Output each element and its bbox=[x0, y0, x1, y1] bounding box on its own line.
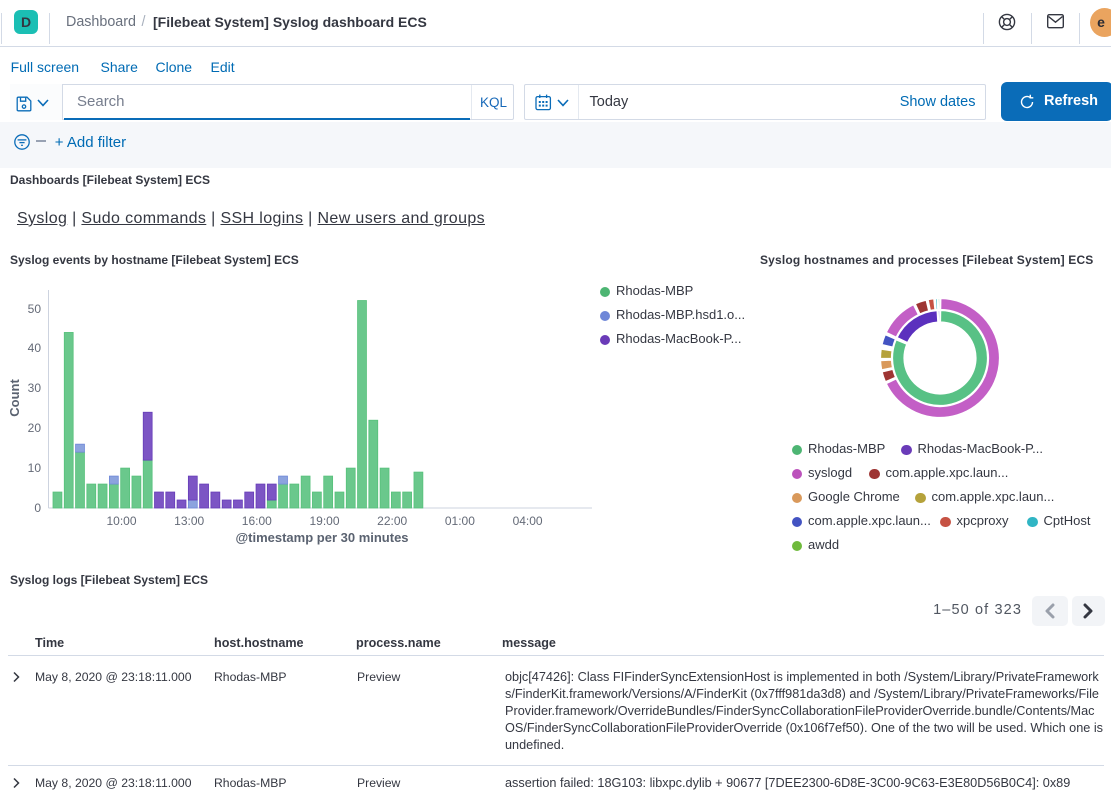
svg-text:Count: Count bbox=[7, 379, 22, 417]
